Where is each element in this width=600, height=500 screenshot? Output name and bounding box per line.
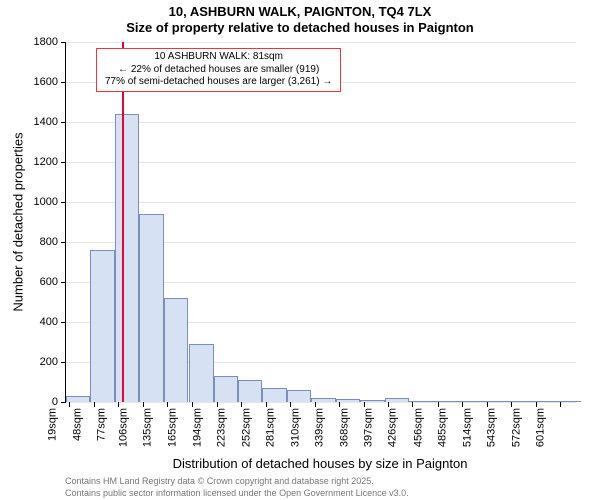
gridline (66, 122, 576, 123)
x-tick-label: 397sqm (362, 408, 374, 447)
footer-line1: Contains HM Land Registry data © Crown c… (65, 476, 374, 486)
x-tick (412, 402, 413, 407)
y-tick (61, 42, 66, 43)
annotation-line3: 77% of semi-detached houses are larger (… (105, 76, 332, 89)
histogram-bar (214, 376, 238, 402)
x-tick (560, 402, 561, 407)
y-tick-label: 400 (40, 316, 58, 328)
x-tick-label: 194sqm (191, 408, 203, 447)
x-tick-label: 165sqm (167, 408, 179, 447)
x-tick-label: 339sqm (314, 408, 326, 447)
histogram-bar (238, 380, 262, 402)
footer-line2: Contains public sector information licen… (65, 488, 409, 498)
histogram-bar (164, 298, 188, 402)
x-tick (167, 402, 168, 407)
x-tick-label: 514sqm (461, 408, 473, 447)
gridline (66, 162, 576, 163)
histogram-bar (287, 390, 311, 402)
y-tick (61, 122, 66, 123)
x-tick (94, 402, 95, 407)
gridline (66, 42, 576, 43)
x-tick-label: 485sqm (437, 408, 449, 447)
x-tick (462, 402, 463, 407)
x-tick (339, 402, 340, 407)
y-tick-label: 1600 (34, 76, 58, 88)
y-tick (61, 362, 66, 363)
annotation-box: 10 ASHBURN WALK: 81sqm← 22% of detached … (96, 48, 341, 92)
x-tick (192, 402, 193, 407)
histogram-bar (139, 214, 163, 402)
chart-title-line1: 10, ASHBURN WALK, PAIGNTON, TQ4 7LX (0, 4, 600, 19)
x-tick-label: 456sqm (412, 408, 424, 447)
histogram-bar (262, 388, 286, 402)
x-tick-label: 19sqm (47, 408, 59, 441)
y-tick-label: 1800 (34, 36, 58, 48)
x-tick-label: 543sqm (486, 408, 498, 447)
x-tick-label: 368sqm (338, 408, 350, 447)
x-tick (438, 402, 439, 407)
x-tick (536, 402, 537, 407)
x-tick (143, 402, 144, 407)
x-tick-label: 310sqm (289, 408, 301, 447)
histogram-bar (90, 250, 114, 402)
x-tick (217, 402, 218, 407)
gridline (66, 202, 576, 203)
x-tick-label: 106sqm (117, 408, 129, 447)
y-tick-label: 200 (40, 356, 58, 368)
x-tick-label: 252sqm (240, 408, 252, 447)
x-tick-label: 223sqm (216, 408, 228, 447)
y-tick (61, 82, 66, 83)
x-tick-label: 135sqm (142, 408, 154, 447)
y-tick (61, 162, 66, 163)
y-tick-label: 1000 (34, 196, 58, 208)
x-tick (511, 402, 512, 407)
property-marker-line (122, 42, 124, 402)
y-tick-label: 1400 (34, 116, 58, 128)
x-tick (364, 402, 365, 407)
histogram-bar (115, 114, 139, 402)
y-tick-label: 0 (52, 396, 58, 408)
x-axis-label: Distribution of detached houses by size … (173, 456, 468, 471)
y-tick (61, 322, 66, 323)
x-tick (388, 402, 389, 407)
y-tick-label: 600 (40, 276, 58, 288)
x-tick (315, 402, 316, 407)
x-tick-label: 426sqm (387, 408, 399, 447)
x-tick-label: 601sqm (534, 408, 546, 447)
x-tick (69, 402, 70, 407)
x-tick-label: 281sqm (265, 408, 277, 447)
x-tick (118, 402, 119, 407)
x-tick (266, 402, 267, 407)
y-tick (61, 402, 66, 403)
plot-area: 02004006008001000120014001600180019sqm48… (65, 42, 576, 403)
x-tick-label: 77sqm (96, 408, 108, 441)
chart-container: { "title_line1": "10, ASHBURN WALK, PAIG… (0, 0, 600, 500)
y-tick-label: 1200 (34, 156, 58, 168)
x-tick-label: 48sqm (71, 408, 83, 441)
x-tick-label: 572sqm (510, 408, 522, 447)
annotation-line1: 10 ASHBURN WALK: 81sqm (105, 51, 332, 64)
chart-title-line2: Size of property relative to detached ho… (0, 20, 600, 35)
y-tick (61, 202, 66, 203)
y-tick (61, 242, 66, 243)
annotation-line2: ← 22% of detached houses are smaller (91… (105, 64, 332, 77)
y-tick (61, 282, 66, 283)
x-tick (487, 402, 488, 407)
y-axis-label: Number of detached properties (11, 132, 26, 311)
x-tick (241, 402, 242, 407)
y-tick-label: 800 (40, 236, 58, 248)
histogram-bar (189, 344, 213, 402)
x-tick (290, 402, 291, 407)
